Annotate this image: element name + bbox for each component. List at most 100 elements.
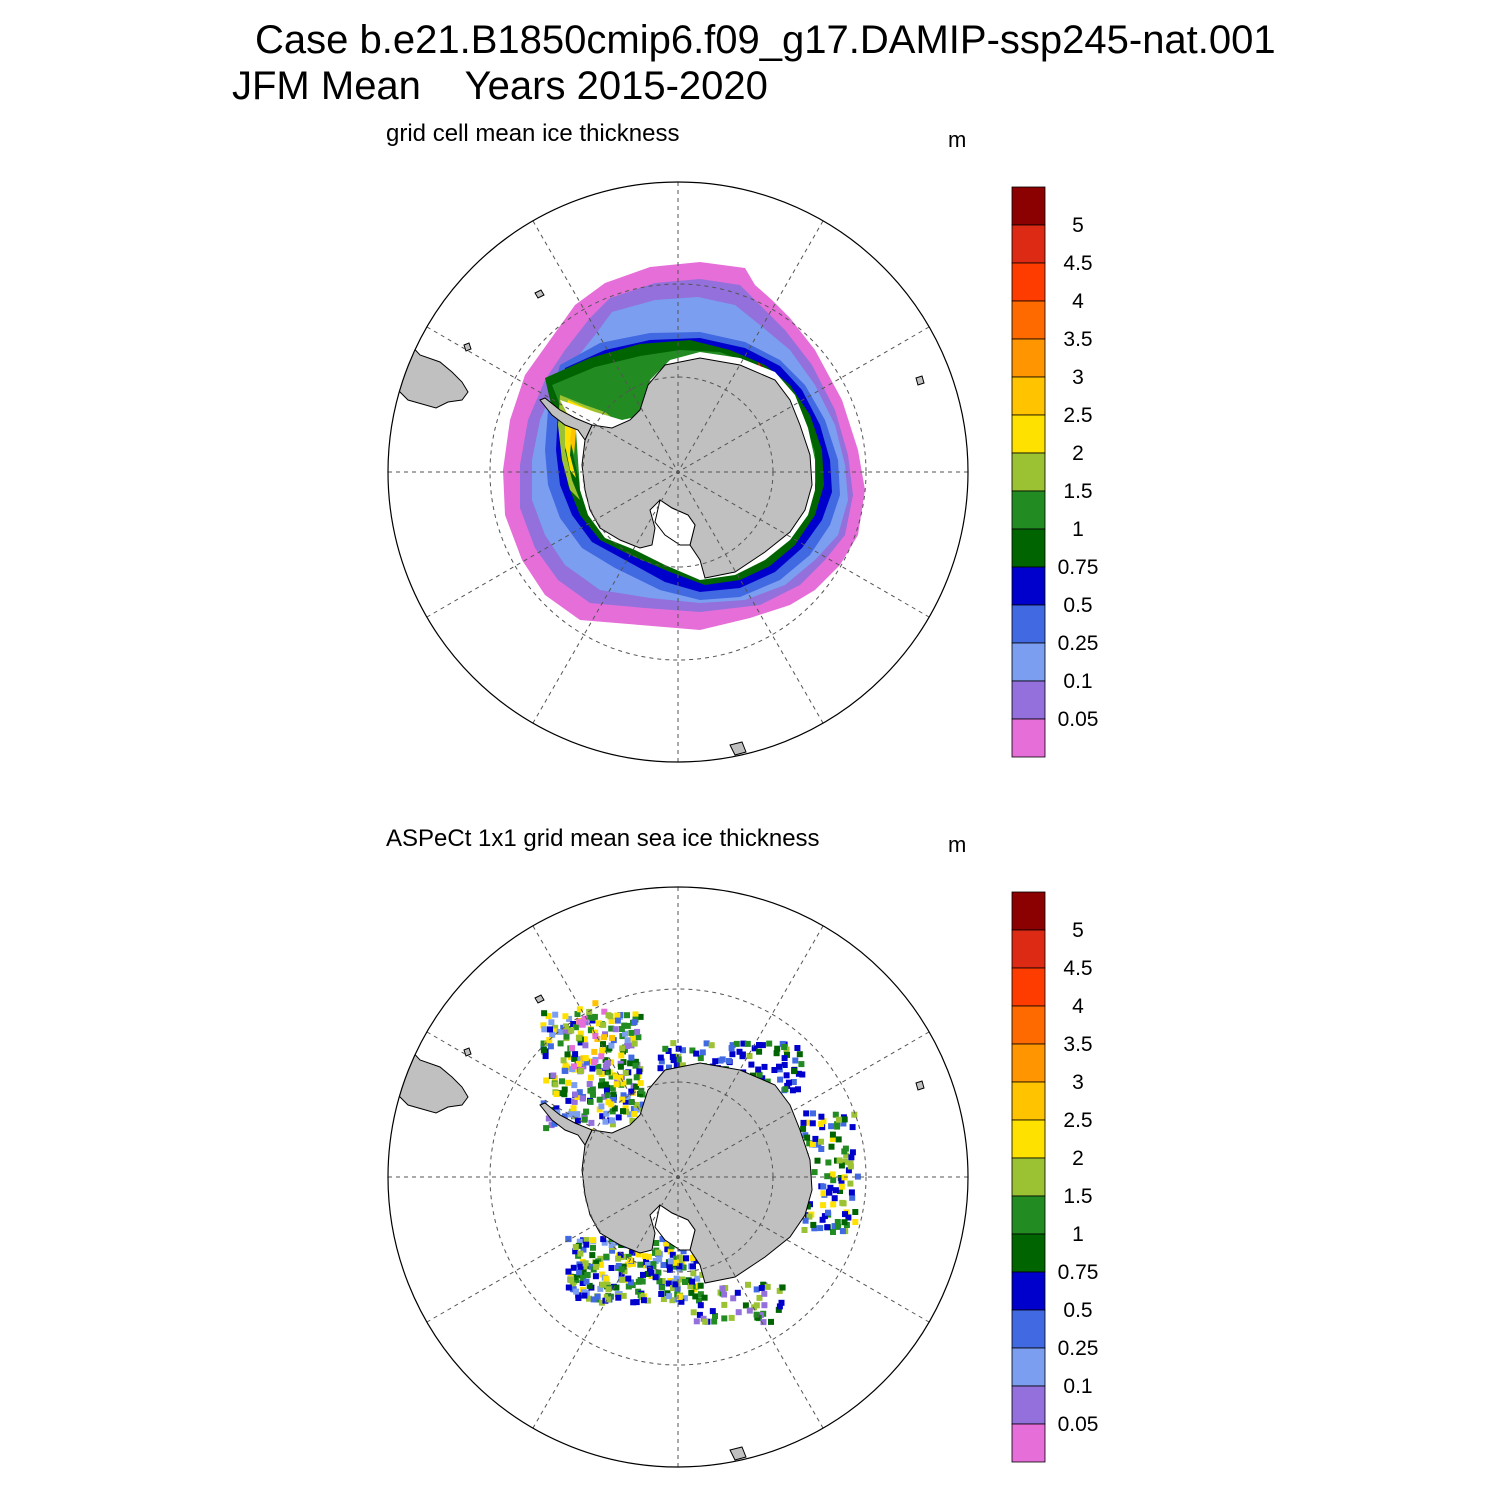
colorbar-bin — [1011, 414, 1046, 454]
colorbar-bin — [1011, 300, 1046, 340]
observation-cell — [712, 1313, 718, 1319]
antarctica-landmass — [581, 357, 813, 579]
observation-cell — [693, 1257, 700, 1264]
observation-cell — [595, 1063, 602, 1070]
observation-cell — [659, 1236, 666, 1243]
observation-cell — [818, 1138, 824, 1145]
observation-cell — [740, 1040, 747, 1047]
observation-cell — [562, 1067, 569, 1074]
colorbar-tick-label: 1.5 — [1063, 1185, 1092, 1208]
observation-cell — [582, 1260, 589, 1267]
colorbar-tick-label: 0.5 — [1063, 1299, 1092, 1322]
observation-cell — [656, 1278, 663, 1285]
observation-cell — [675, 1056, 682, 1063]
observation-cell — [617, 1251, 624, 1258]
units-label: m — [948, 832, 966, 857]
observation-cell — [708, 1042, 715, 1049]
observation-cell — [804, 1134, 811, 1141]
observation-cell — [597, 1261, 604, 1268]
observation-cell — [550, 1072, 557, 1079]
observation-cell — [665, 1280, 672, 1287]
colorbar-tick-label: 1.5 — [1063, 480, 1092, 503]
observation-cell — [621, 1022, 628, 1029]
observation-cell — [628, 1042, 635, 1049]
observation-cell — [756, 1042, 762, 1048]
map-boundary — [387, 886, 969, 1468]
ross-embayment — [654, 499, 696, 546]
observation-cell — [764, 1283, 771, 1290]
observation-cell — [640, 1271, 646, 1278]
observation-cell — [571, 1274, 578, 1281]
observation-cell — [810, 1110, 816, 1117]
observation-cell — [689, 1047, 696, 1054]
observation-cell — [697, 1282, 704, 1289]
observation-cell — [577, 1068, 584, 1074]
observation-cell — [569, 1282, 576, 1289]
observation-cell — [628, 1029, 635, 1036]
observation-cell — [712, 1058, 719, 1065]
observation-cell — [830, 1177, 837, 1184]
observation-cell — [761, 1302, 768, 1309]
colorbar-bin — [1011, 1347, 1046, 1387]
observation-cell — [571, 1098, 578, 1105]
observation-cell — [613, 1284, 620, 1291]
map-panel-model: grid cell mean ice thickness m — [386, 120, 1099, 763]
colorbar-tick-label: 3 — [1072, 1071, 1084, 1094]
observation-cell — [561, 1086, 568, 1093]
observation-cell — [818, 1121, 825, 1127]
observation-cell — [601, 1034, 607, 1041]
observation-cell — [835, 1116, 842, 1123]
observation-cell — [839, 1228, 846, 1235]
colorbar-bin — [1011, 224, 1046, 264]
colorbar-tick-label: 2 — [1072, 1147, 1084, 1170]
observation-cell — [694, 1275, 701, 1282]
observation-cell — [802, 1217, 809, 1224]
observation-cell — [849, 1194, 856, 1201]
colorbar-bin — [1011, 490, 1046, 530]
observation-cell — [768, 1318, 774, 1325]
observation-cell — [628, 1099, 635, 1105]
observation-cell — [842, 1158, 849, 1165]
observation-cell — [632, 1062, 639, 1069]
colorbar-bin — [1011, 642, 1046, 682]
observation-cell — [840, 1120, 847, 1127]
observation-cell — [597, 1285, 604, 1292]
observation-cell — [636, 1068, 643, 1075]
observation-cell — [580, 1274, 587, 1281]
observation-cell — [637, 1090, 644, 1097]
colorbar-tick-label: 5 — [1072, 214, 1084, 237]
observation-cell — [602, 1081, 609, 1088]
observation-cell — [678, 1298, 685, 1305]
observation-cell — [563, 1023, 569, 1030]
observation-cell — [795, 1086, 801, 1093]
observation-cell — [701, 1294, 708, 1301]
observation-cell — [849, 1124, 856, 1131]
island — [463, 342, 472, 352]
observation-cell — [617, 1063, 624, 1070]
colorbar-tick-label: 4.5 — [1063, 252, 1092, 275]
observation-cell — [826, 1189, 832, 1196]
observation-cell — [829, 1136, 836, 1142]
observation-cell — [766, 1040, 773, 1047]
observation-cell — [775, 1306, 782, 1313]
colorbar-tick-label: 5 — [1072, 919, 1084, 942]
observation-cell — [579, 1021, 586, 1028]
observation-cell — [586, 1282, 593, 1289]
observation-cell — [830, 1229, 836, 1235]
observation-cell — [562, 1028, 569, 1035]
observation-cell — [753, 1302, 760, 1309]
observation-cell — [650, 1261, 657, 1268]
colorbar-bin — [1011, 338, 1046, 378]
observation-cell — [719, 1285, 726, 1292]
observation-cell — [803, 1110, 810, 1117]
observation-cell — [667, 1248, 674, 1255]
observation-cell — [586, 1295, 592, 1302]
observation-cell — [669, 1054, 676, 1060]
observation-cell — [806, 1213, 813, 1220]
colorbar-tick-label: 0.05 — [1058, 708, 1099, 731]
observation-cell — [624, 1094, 631, 1100]
observation-cell — [771, 1067, 778, 1073]
observation-cell — [575, 1060, 582, 1067]
colorbar-bin — [1011, 1423, 1046, 1463]
observation-cell — [798, 1061, 805, 1068]
